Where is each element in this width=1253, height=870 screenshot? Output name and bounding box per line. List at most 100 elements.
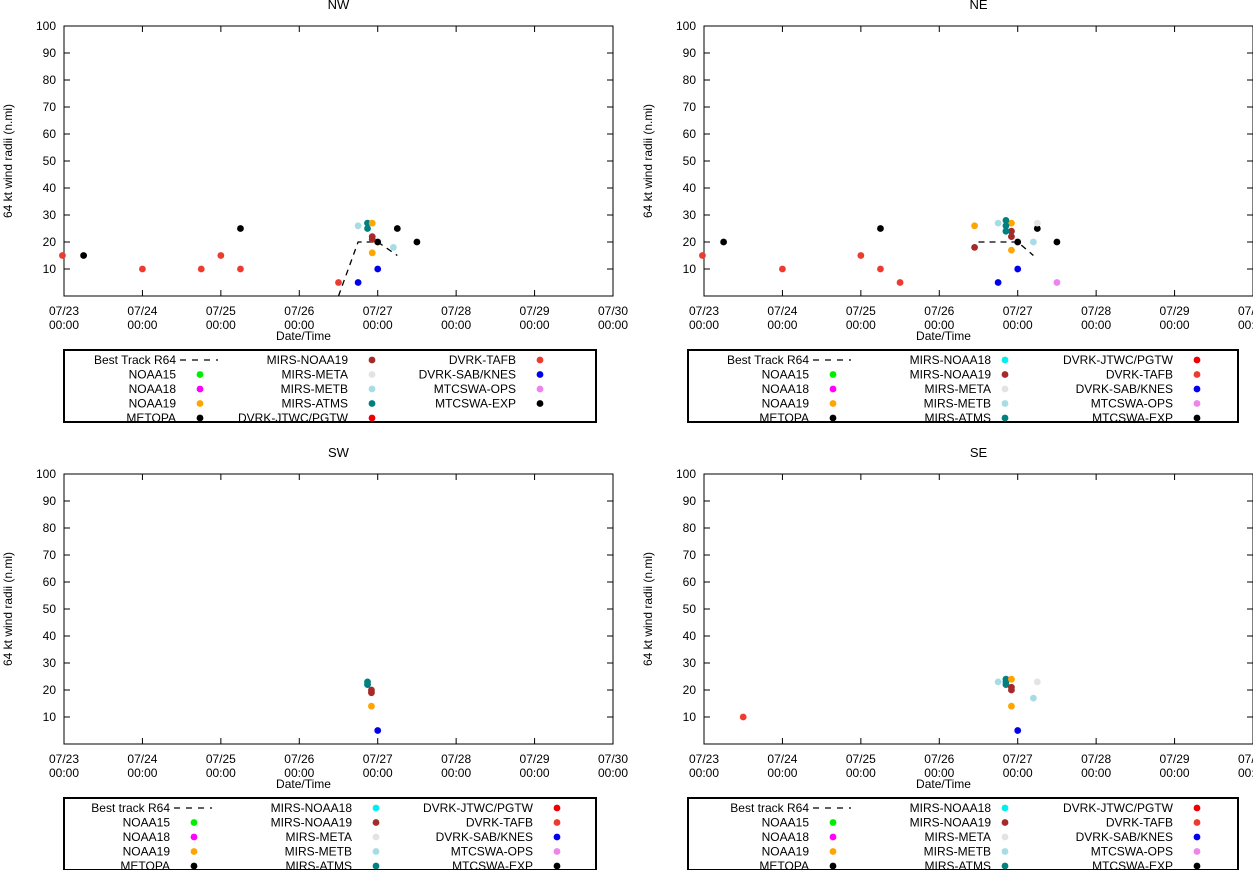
x-tick-date: 07/26 <box>924 752 954 766</box>
point-dvrk-tafb <box>699 252 706 259</box>
legend-label: MIRS-METB <box>281 382 348 396</box>
legend-label: MIRS-META <box>286 830 352 844</box>
chart-panel-nw: NW10203040506070809010007/2300:0007/2400… <box>1 0 628 425</box>
point-noaa19 <box>1008 702 1015 710</box>
x-tick-time: 00:00 <box>1238 766 1253 780</box>
y-axis-label: 64 kt wind radii (n.mi) <box>1 104 15 218</box>
x-tick-date: 07/28 <box>441 304 471 318</box>
legend-label: MTCSWA-EXP <box>1092 859 1173 870</box>
x-tick-time: 00:00 <box>846 766 876 780</box>
y-tick-label: 50 <box>683 602 697 616</box>
point-mtcswa-exp <box>1014 238 1022 246</box>
legend-label: MIRS-NOAA18 <box>271 801 353 815</box>
y-tick-label: 40 <box>683 629 697 643</box>
legend-marker-mirs-meta <box>1001 833 1009 841</box>
legend-marker-mirs-noaa18 <box>1001 804 1009 812</box>
legend-marker-dvrk-sab-knes <box>553 833 561 841</box>
point-mirs-atms <box>1002 217 1010 224</box>
point-dvrk-tafb <box>739 713 747 721</box>
legend-marker-mirs-atms <box>368 400 376 407</box>
x-tick-date: 07/23 <box>689 752 719 766</box>
point-dvrk-sab-knes <box>374 727 382 734</box>
y-tick-label: 50 <box>43 154 57 168</box>
y-tick-label: 20 <box>43 683 57 697</box>
legend-label: Best Track R64 <box>727 353 809 367</box>
x-tick-time: 00:00 <box>363 318 393 332</box>
x-tick-date: 07/23 <box>49 752 79 766</box>
legend-marker-metopa <box>829 862 837 870</box>
point-dvrk-sab-knes <box>354 279 362 286</box>
legend-marker-mirs-meta <box>372 833 380 841</box>
legend-label: NOAA18 <box>762 382 810 396</box>
legend-marker-noaa15 <box>196 371 204 378</box>
x-tick-date: 07/28 <box>441 752 471 766</box>
legend-marker-mirs-atms <box>1001 414 1009 422</box>
y-tick-label: 70 <box>43 100 57 114</box>
y-tick-label: 100 <box>676 467 696 481</box>
legend-marker-mirs-noaa19 <box>1001 819 1009 826</box>
legend-marker-mirs-metb <box>1001 400 1009 407</box>
legend-marker-mirs-meta <box>1001 385 1009 393</box>
legend-marker-noaa18 <box>829 833 837 841</box>
legend-label: MIRS-METB <box>285 845 352 859</box>
legend-marker-metopa <box>829 414 837 422</box>
legend-label: MIRS-METB <box>924 845 991 859</box>
legend-label: MTCSWA-OPS <box>451 845 533 859</box>
y-tick-label: 30 <box>43 656 57 670</box>
x-axis-label: Date/Time <box>276 329 331 343</box>
x-tick-date: 07/27 <box>363 304 393 318</box>
y-tick-label: 10 <box>43 262 57 276</box>
point-mirs-noaa19 <box>1008 227 1015 235</box>
y-tick-label: 60 <box>683 575 697 589</box>
legend-marker-mtcswa-ops <box>553 848 561 855</box>
x-tick-date: 07/23 <box>689 304 719 318</box>
point-dvrk-tafb <box>59 252 66 259</box>
legend-label: DVRK-JTWC/PGTW <box>423 801 534 815</box>
point-mtcswa-exp <box>1053 238 1061 246</box>
legend-marker-dvrk-sab-knes <box>536 371 544 378</box>
x-tick-time: 00:00 <box>924 318 954 332</box>
plot-frame <box>63 473 614 745</box>
point-noaa19 <box>368 702 375 710</box>
legend-label: DVRK-TAFB <box>1106 368 1173 382</box>
y-tick-label: 60 <box>683 127 697 141</box>
legend-box <box>63 797 597 870</box>
y-tick-label: 90 <box>43 46 57 60</box>
point-noaa19 <box>368 249 376 257</box>
x-tick-time: 00:00 <box>49 318 79 332</box>
legend-label: DVRK-TAFB <box>1106 816 1173 830</box>
legend-label: DVRK-JTWC/PGTW <box>238 411 349 425</box>
x-tick-date: 07/25 <box>206 304 236 318</box>
x-tick-time: 00:00 <box>127 318 157 332</box>
x-tick-date: 07/27 <box>363 752 393 766</box>
x-tick-time: 00:00 <box>1160 318 1190 332</box>
x-tick-date: 07/30 <box>598 304 628 318</box>
y-axis-label: 64 kt wind radii (n.mi) <box>1 552 15 666</box>
legend-marker-dvrk-sab-knes <box>1193 833 1201 841</box>
legend-label: MIRS-ATMS <box>925 859 991 870</box>
x-tick-date: 07/25 <box>846 752 876 766</box>
x-tick-time: 00:00 <box>49 766 79 780</box>
legend-marker-mirs-metb <box>372 848 380 855</box>
point-mirs-noaa19 <box>971 244 978 251</box>
point-mirs-noaa19 <box>1008 233 1015 241</box>
legend-label: METOPA <box>120 859 170 870</box>
x-axis-label: Date/Time <box>276 777 331 791</box>
legend-label: NOAA15 <box>129 368 177 382</box>
x-tick-date: 07/27 <box>1003 752 1033 766</box>
legend-marker-noaa15 <box>829 371 837 378</box>
legend-label: METOPA <box>759 411 809 425</box>
plot-frame <box>63 25 614 297</box>
legend-label: MIRS-ATMS <box>286 859 352 870</box>
point-mirs-meta <box>1033 219 1041 227</box>
legend-marker-dvrk-jtwc-pgtw <box>1193 804 1201 812</box>
point-mirs-metb <box>390 244 397 251</box>
x-tick-date: 07/24 <box>767 752 797 766</box>
x-tick-date: 07/29 <box>1160 304 1190 318</box>
point-mtcswa-exp <box>374 238 382 246</box>
point-mtcswa-exp <box>80 252 88 259</box>
legend-label: MTCSWA-OPS <box>1091 397 1173 411</box>
x-tick-time: 00:00 <box>924 766 954 780</box>
legend-label: MIRS-META <box>282 368 348 382</box>
point-mtcswa-ops <box>1053 279 1061 286</box>
